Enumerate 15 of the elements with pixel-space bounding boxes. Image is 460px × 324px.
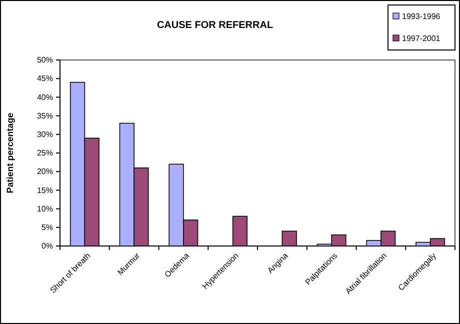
y-axis-title: Patient percentage	[5, 112, 15, 194]
y-tick-label: 35%	[36, 111, 53, 120]
y-tick-label: 5%	[41, 222, 53, 232]
chart-title: CAUSE FOR REFERRAL	[156, 20, 274, 31]
y-tick-label: 25%	[36, 148, 53, 158]
legend-label: 1993-1996	[402, 12, 441, 21]
y-tick-label: 0%	[41, 242, 53, 251]
legend-label: 1997-2001	[402, 34, 441, 43]
y-tick-label: 40%	[36, 92, 53, 102]
y-tick-label: 15%	[36, 186, 53, 195]
y-tick-label: 30%	[36, 130, 53, 139]
y-tick-label: 45%	[36, 74, 53, 84]
y-tick-label: 20%	[36, 167, 53, 176]
y-tick-label: 50%	[36, 56, 53, 65]
y-tick-label: 10%	[36, 204, 53, 214]
